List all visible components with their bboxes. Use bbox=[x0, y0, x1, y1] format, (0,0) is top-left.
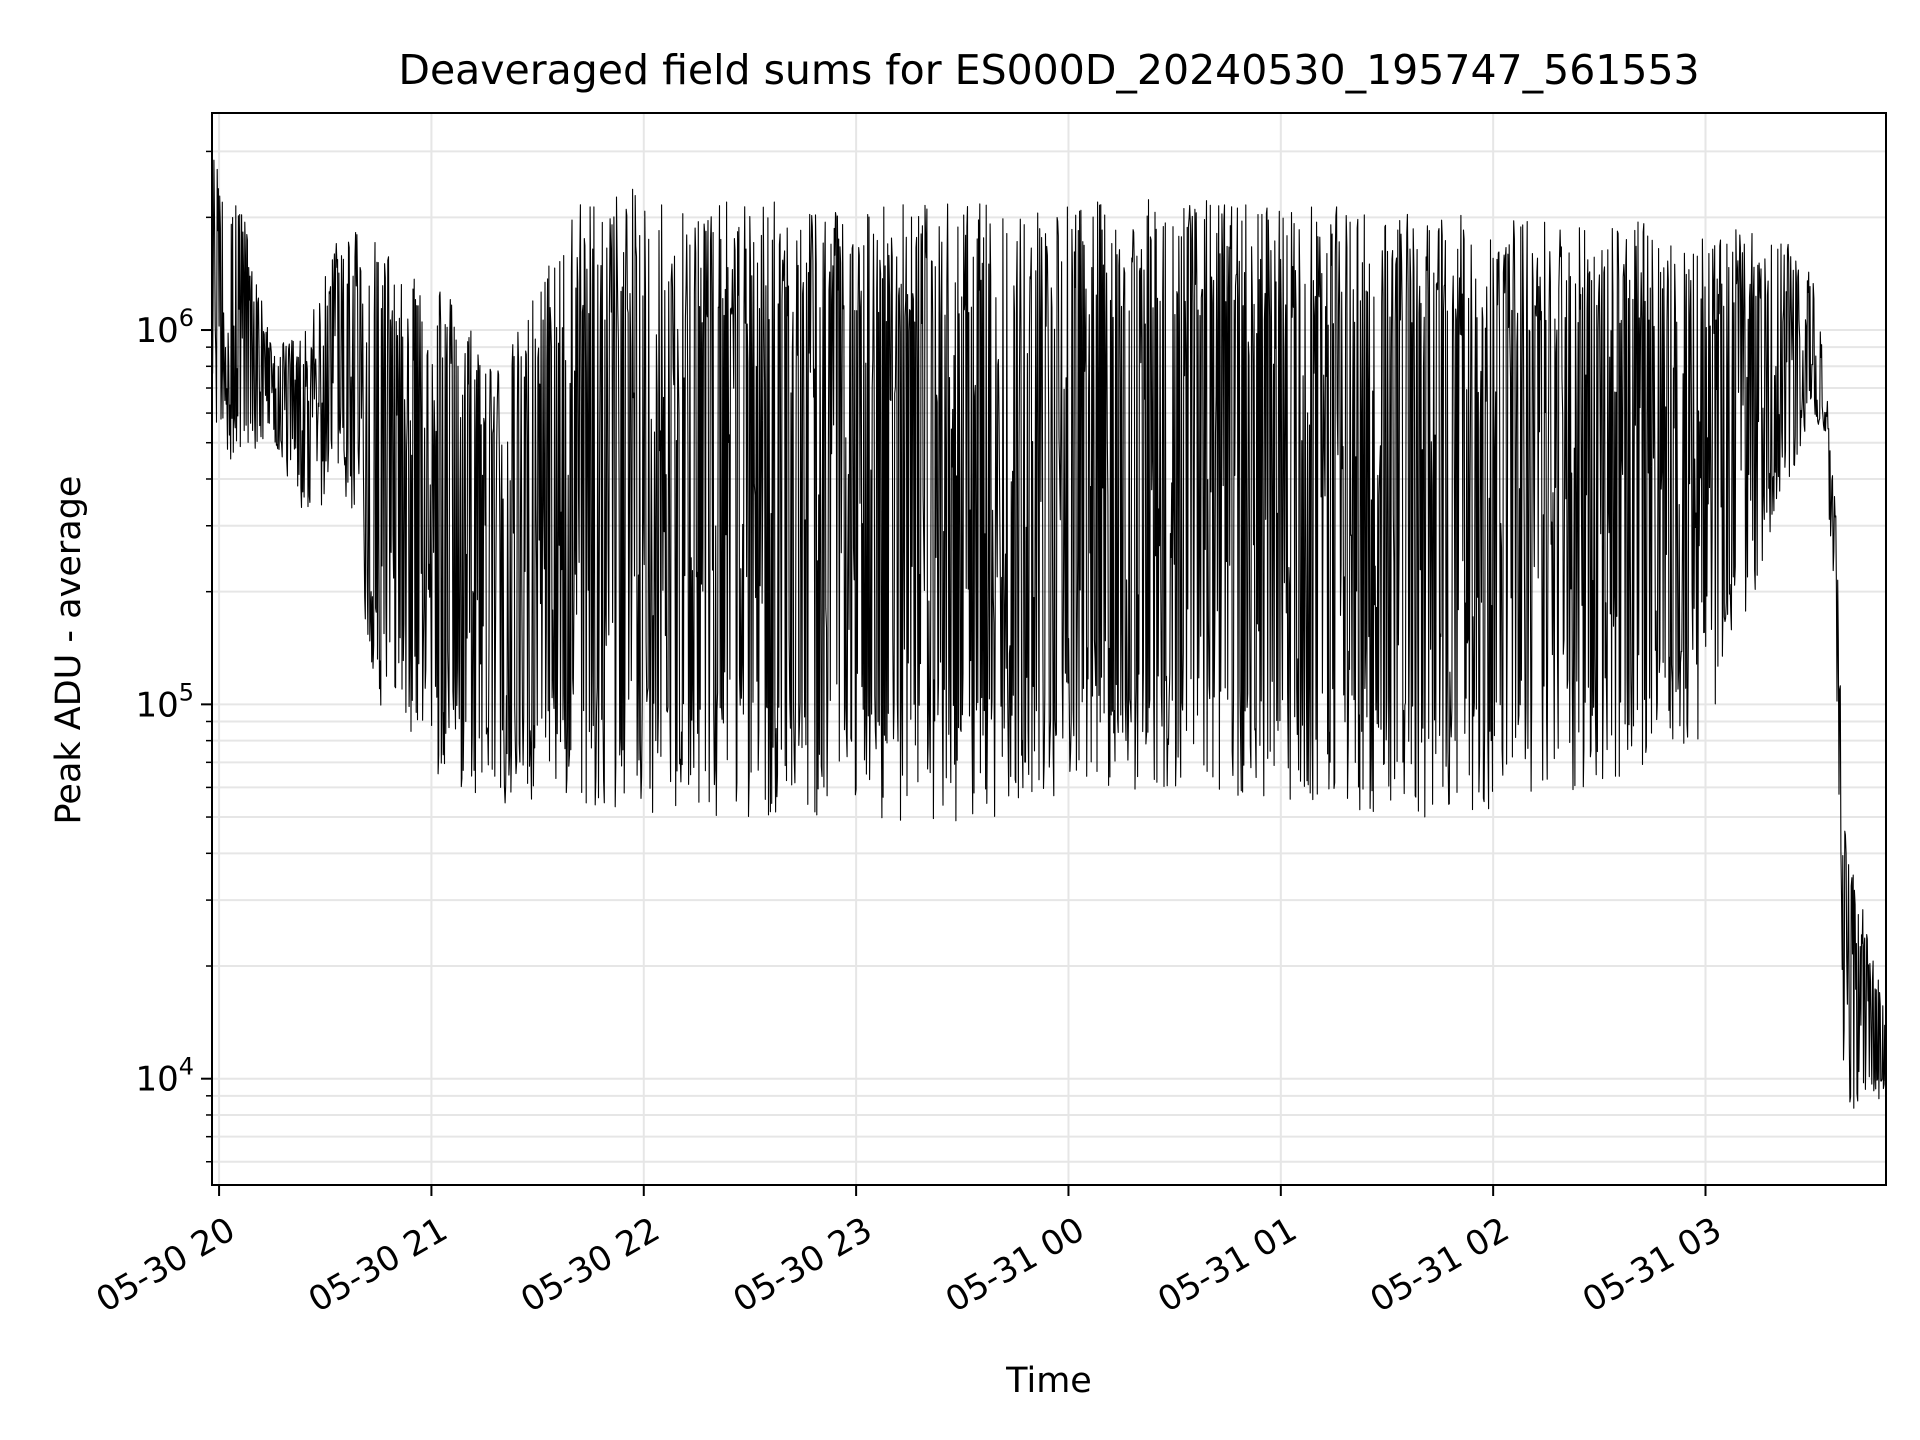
y-axis-label: Peak ADU - average bbox=[49, 476, 89, 825]
y-tick-label: 106 bbox=[135, 304, 194, 351]
y-tick-label: 104 bbox=[135, 1053, 194, 1100]
series-path bbox=[211, 159, 1887, 1109]
x-axis-label: Time bbox=[1005, 1361, 1092, 1401]
chart-title: Deaveraged field sums for ES000D_2024053… bbox=[398, 46, 1699, 94]
y-tick-label: 105 bbox=[135, 678, 194, 725]
series-line bbox=[211, 159, 1887, 1109]
plot-frame bbox=[211, 112, 1887, 1186]
